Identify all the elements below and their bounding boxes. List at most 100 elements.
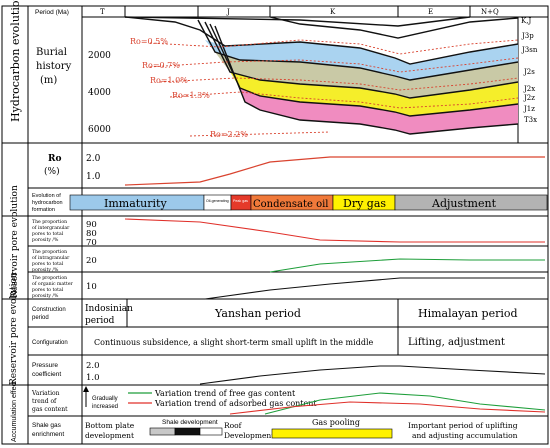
depth-tick-2000: 2000 xyxy=(88,51,111,61)
diagram-frame xyxy=(1,5,549,445)
ro-panel-unit: (%) xyxy=(44,166,60,177)
ro-label-10: Ro=1.0% xyxy=(150,76,188,85)
side-label-accumulation: Accumulation effect xyxy=(11,381,18,442)
svg-text:The proportion: The proportion xyxy=(32,275,67,281)
side-label-reservoir-pore: Reservoir pore evolution xyxy=(10,185,20,298)
ro-curve xyxy=(124,156,545,186)
stage-adjustment xyxy=(394,194,548,211)
layer-label-j3p: J3p xyxy=(521,32,534,40)
pink-layer xyxy=(240,88,518,134)
svg-text:pores to total: pores to total xyxy=(32,287,64,293)
burial-curves xyxy=(124,16,519,135)
yanshan-period: Yanshan period xyxy=(214,307,301,320)
svg-text:Variation: Variation xyxy=(31,390,60,397)
layer-label-t3x: T3x xyxy=(524,116,537,124)
gas-pooling-label: Gas pooling xyxy=(312,418,360,427)
burial-title-line-2: history xyxy=(36,61,72,72)
period-e: E xyxy=(428,8,433,16)
pressure-tick-20: 2.0 xyxy=(86,361,100,371)
side-label-reservoir-pore-2: Reservoir pore evolution xyxy=(9,272,19,385)
increase-arrow-head xyxy=(83,386,89,392)
gray-layer xyxy=(215,52,518,98)
free-gas-curve xyxy=(264,392,546,415)
stage-label-dry-gas: Dry gas xyxy=(343,197,386,210)
period-k: K xyxy=(330,8,336,16)
roof-line-1: Roof xyxy=(224,421,243,430)
intergranular-tick-90: 90 xyxy=(86,220,97,230)
organic-label: The proportion of organic matter pores t… xyxy=(32,275,74,299)
ro-label-07: Ro=0.7% xyxy=(142,61,180,70)
layer-label-j1z: J1z xyxy=(523,105,535,113)
period-ticks xyxy=(124,6,471,17)
ro-tick-20: 2.0 xyxy=(86,154,101,164)
svg-text:The proportion: The proportion xyxy=(32,219,67,225)
stage-label-condensate-oil: Condensate oil xyxy=(253,199,329,210)
period-axis-label: Period (Ma) xyxy=(35,9,69,16)
legend-adsorbed-gas: Variation trend of adsorbed gas content xyxy=(154,399,317,408)
ro-tick-10: 1.0 xyxy=(86,172,101,182)
intergranular-curve xyxy=(124,218,545,243)
shale-dev-segment-gray xyxy=(149,427,176,436)
configuration-label: Configuration xyxy=(32,340,68,346)
intergranular-label: The proportion of intergranular pores to… xyxy=(32,219,70,243)
pressure-curve xyxy=(199,365,546,385)
stage-label-immaturity: Immaturity xyxy=(104,197,167,210)
layer-label-kj: K,J xyxy=(521,17,531,25)
construction-label-line-2: period xyxy=(32,315,49,321)
svg-text:pores to total: pores to total xyxy=(32,231,64,237)
bottom-plate-line-1: Bottom plate xyxy=(85,421,135,430)
shale-label-line-2: enrichment xyxy=(32,431,64,438)
svg-text:of organic matter: of organic matter xyxy=(32,281,74,287)
legend-free-gas: Variation trend of free gas content xyxy=(154,389,296,398)
shale-development-label: Shale development xyxy=(162,419,218,426)
burial-title-line-3: (m) xyxy=(40,75,57,86)
burial-layers xyxy=(205,40,518,134)
ro-isoline-labels: Ro=0.5% Ro=0.7% Ro=1.0% Ro=1.3% Ro=2.2% xyxy=(130,37,248,139)
ro-label-13: Ro=1.3% xyxy=(172,91,210,100)
configuration-right: Lifting, adjustment xyxy=(408,337,505,348)
stage-label-oil-generating: Oil-generating xyxy=(206,199,229,203)
ro-label-05: Ro=0.5% xyxy=(130,37,168,46)
period-nq: N+Q xyxy=(481,8,499,16)
pressure-label-line-1: Pressure xyxy=(32,362,58,369)
intragranular-tick-20: 20 xyxy=(86,256,97,266)
layer-labels: K,J J3p J3sn J2s J2x J2z J1z T3x xyxy=(521,17,538,124)
gas-pooling-bar xyxy=(271,428,393,439)
evolution-label-line-1: Evolution of xyxy=(32,193,61,199)
pressure-label-line-2: coefficient xyxy=(32,371,61,378)
organic-tick-10: 10 xyxy=(86,282,97,292)
construction-label-line-1: Construction xyxy=(32,307,66,313)
depth-tick-6000: 6000 xyxy=(88,125,111,135)
pressure-tick-10: 1.0 xyxy=(86,373,100,383)
himalayan-period: Himalayan period xyxy=(418,307,518,320)
bottom-plate-line-2: development xyxy=(85,431,134,440)
evolution-label-line-3: formation xyxy=(32,207,55,213)
indosinian-line-1: Indosinian xyxy=(85,304,133,314)
layer-label-j3sn: J3sn xyxy=(521,46,538,54)
blue-layer xyxy=(205,40,518,80)
svg-text:of intergranular: of intergranular xyxy=(32,225,70,231)
burial-title-line-1: Burial xyxy=(36,47,67,58)
gradually-line-1: Gradually xyxy=(92,396,118,402)
shale-label-line-1: Shale gas xyxy=(32,422,62,429)
important-line-2: and adjusting accumulation xyxy=(412,431,518,440)
intergranular-tick-80: 80 xyxy=(86,229,97,239)
svg-text:pores to total: pores to total xyxy=(32,261,64,267)
evolution-label-line-2: hydrocarbon xyxy=(32,200,63,206)
stage-label-adjustment: Adjustment xyxy=(431,197,497,210)
roof-line-2: Development xyxy=(224,431,274,440)
svg-text:porosity /%: porosity /% xyxy=(32,237,59,243)
layer-label-j2z: J2z xyxy=(523,94,535,102)
evolution-stage-bar: Immaturity Oil-generating Peak gas Conde… xyxy=(69,194,548,211)
svg-text:trend of: trend of xyxy=(32,398,57,405)
svg-text:porosity /%: porosity /% xyxy=(32,267,59,273)
organic-curve xyxy=(204,277,545,300)
period-j: J xyxy=(226,8,230,16)
period-t: T xyxy=(100,8,105,16)
layer-label-j2x: J2x xyxy=(523,85,535,93)
ro-label-22: Ro=2.2% xyxy=(210,130,248,139)
intergranular-tick-70: 70 xyxy=(86,238,97,248)
ro-panel-label: Ro xyxy=(48,154,61,164)
indosinian-line-2: period xyxy=(85,316,115,326)
